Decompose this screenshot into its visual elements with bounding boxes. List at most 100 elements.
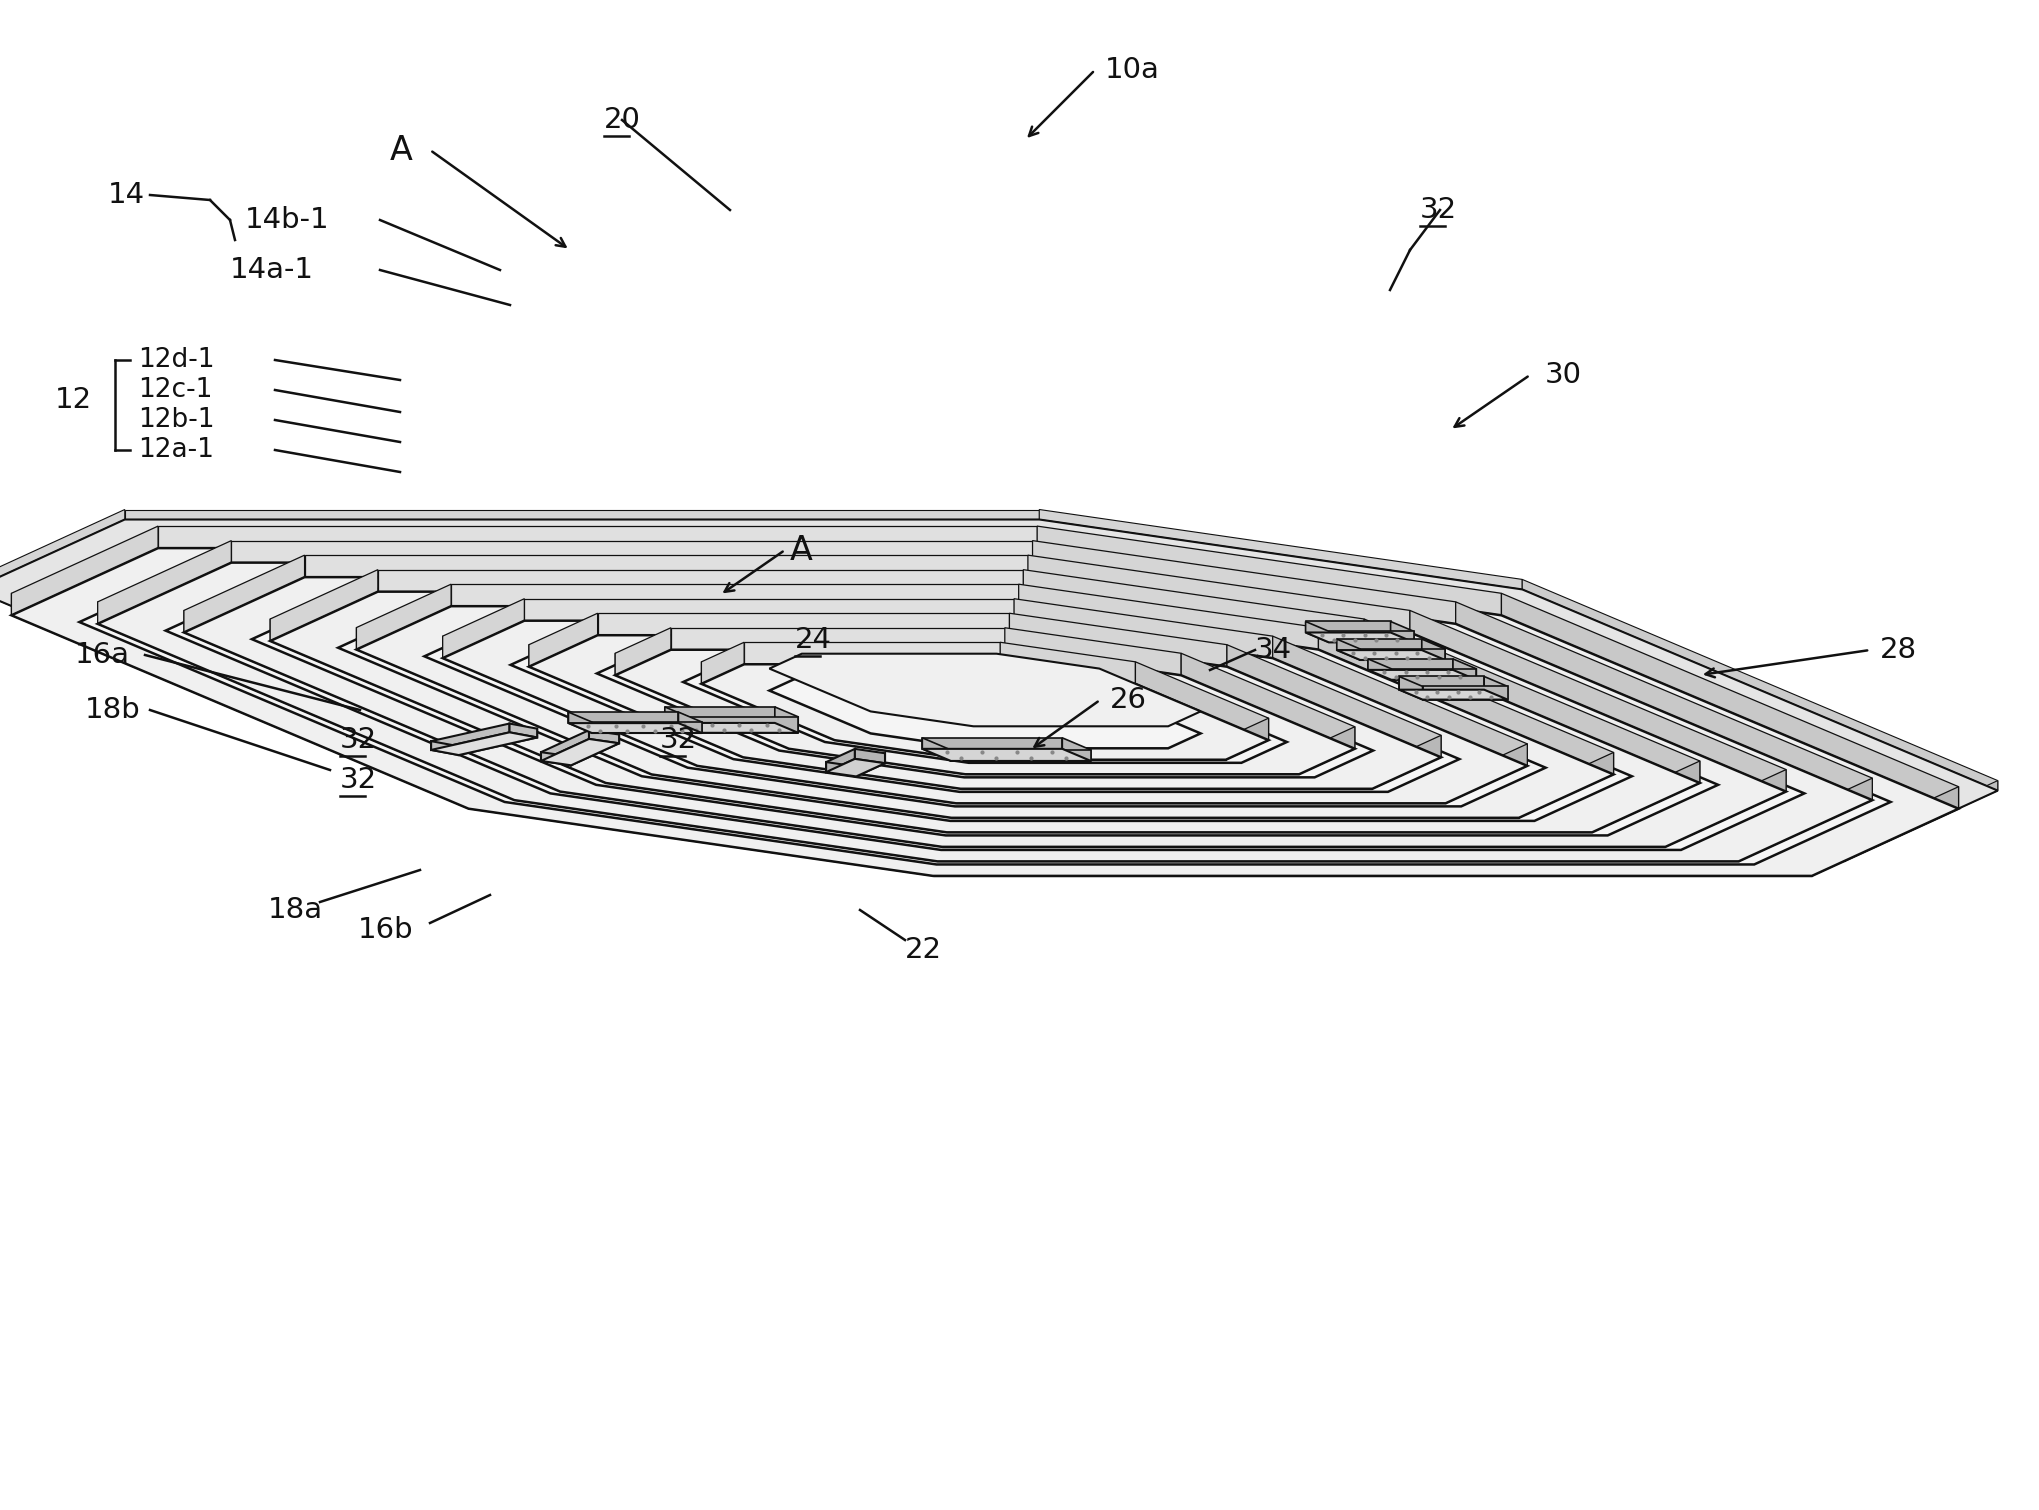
Polygon shape: [942, 824, 1664, 847]
Polygon shape: [528, 613, 597, 667]
Polygon shape: [938, 840, 1737, 861]
Polygon shape: [824, 720, 969, 763]
Polygon shape: [251, 589, 1717, 835]
Polygon shape: [1680, 772, 1802, 850]
Text: 30: 30: [1544, 361, 1580, 390]
Polygon shape: [597, 613, 1009, 636]
Polygon shape: [1460, 746, 1546, 806]
Polygon shape: [701, 661, 834, 740]
Polygon shape: [956, 781, 1446, 803]
Text: 32: 32: [661, 726, 697, 753]
Polygon shape: [1327, 631, 1413, 642]
Polygon shape: [98, 602, 514, 800]
Polygon shape: [165, 574, 1802, 850]
Polygon shape: [377, 569, 1024, 592]
Polygon shape: [1533, 755, 1631, 821]
Polygon shape: [1399, 676, 1484, 690]
Polygon shape: [269, 569, 377, 642]
Polygon shape: [960, 767, 1372, 788]
Text: 32: 32: [1419, 196, 1456, 223]
Polygon shape: [597, 646, 1372, 778]
Text: A: A: [389, 133, 412, 166]
Polygon shape: [1360, 649, 1444, 660]
Polygon shape: [561, 770, 942, 847]
Polygon shape: [459, 729, 536, 755]
Polygon shape: [940, 827, 1680, 850]
Polygon shape: [742, 735, 960, 788]
Polygon shape: [701, 664, 1268, 760]
Polygon shape: [1607, 763, 1717, 835]
Polygon shape: [946, 811, 1590, 832]
Polygon shape: [969, 741, 1242, 763]
Polygon shape: [591, 722, 701, 732]
Polygon shape: [357, 584, 451, 649]
Polygon shape: [571, 734, 618, 766]
Polygon shape: [157, 525, 1036, 548]
Text: A: A: [789, 533, 812, 566]
Polygon shape: [1391, 622, 1413, 642]
Polygon shape: [1372, 735, 1440, 788]
Polygon shape: [679, 713, 701, 732]
Polygon shape: [744, 642, 999, 664]
Polygon shape: [1225, 719, 1268, 760]
Text: 12c-1: 12c-1: [139, 378, 212, 403]
Polygon shape: [469, 787, 932, 876]
Polygon shape: [1452, 658, 1476, 680]
Polygon shape: [950, 750, 1091, 761]
Polygon shape: [701, 642, 744, 684]
Polygon shape: [0, 519, 1996, 861]
Polygon shape: [1391, 669, 1476, 680]
Polygon shape: [569, 713, 679, 723]
Polygon shape: [98, 563, 1872, 861]
Polygon shape: [230, 541, 1032, 563]
Text: 20: 20: [604, 106, 640, 134]
Polygon shape: [616, 628, 671, 675]
Polygon shape: [826, 763, 856, 776]
Polygon shape: [0, 509, 124, 589]
Polygon shape: [304, 556, 1028, 577]
Polygon shape: [269, 619, 606, 784]
Polygon shape: [687, 717, 797, 732]
Polygon shape: [514, 778, 938, 861]
Polygon shape: [357, 606, 1613, 818]
Polygon shape: [528, 645, 742, 758]
Polygon shape: [442, 621, 1527, 803]
Polygon shape: [1368, 658, 1452, 670]
Polygon shape: [12, 593, 469, 809]
Polygon shape: [1225, 645, 1440, 758]
Polygon shape: [357, 628, 650, 775]
Polygon shape: [1181, 654, 1354, 749]
Polygon shape: [1028, 556, 1409, 633]
Polygon shape: [569, 713, 591, 732]
Polygon shape: [856, 753, 885, 776]
Polygon shape: [124, 509, 1038, 519]
Polygon shape: [665, 707, 775, 723]
Polygon shape: [930, 850, 1845, 861]
Polygon shape: [871, 711, 973, 749]
Polygon shape: [1421, 639, 1444, 660]
Polygon shape: [540, 731, 589, 761]
Polygon shape: [80, 560, 1890, 864]
Polygon shape: [1336, 651, 1444, 660]
Text: 26: 26: [1109, 686, 1146, 714]
Polygon shape: [1299, 726, 1354, 775]
Polygon shape: [184, 556, 304, 633]
Polygon shape: [616, 649, 1354, 775]
Polygon shape: [769, 675, 1201, 749]
Text: 32: 32: [341, 766, 377, 794]
Polygon shape: [1336, 639, 1421, 651]
Polygon shape: [1305, 622, 1327, 642]
Text: 14a-1: 14a-1: [230, 257, 314, 284]
Polygon shape: [1038, 509, 1521, 589]
Polygon shape: [1013, 598, 1272, 658]
Polygon shape: [779, 728, 964, 778]
Polygon shape: [606, 761, 946, 832]
Polygon shape: [430, 732, 536, 755]
Polygon shape: [540, 738, 618, 766]
Polygon shape: [442, 636, 697, 766]
Polygon shape: [1317, 628, 1613, 775]
Polygon shape: [12, 525, 157, 615]
Polygon shape: [1313, 728, 1372, 778]
Polygon shape: [922, 738, 1062, 749]
Polygon shape: [184, 577, 1786, 847]
